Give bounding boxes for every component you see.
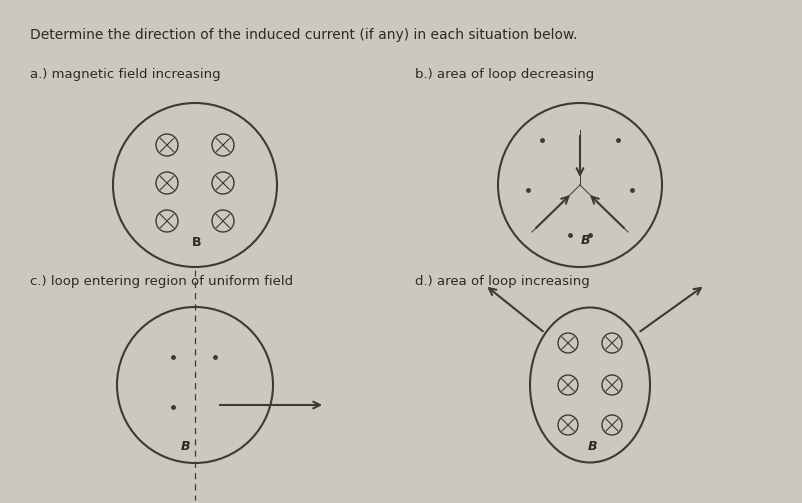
Text: a.) magnetic field increasing: a.) magnetic field increasing bbox=[30, 68, 221, 81]
Text: B: B bbox=[587, 441, 597, 454]
Text: b.) area of loop decreasing: b.) area of loop decreasing bbox=[415, 68, 594, 81]
Text: d.) area of loop increasing: d.) area of loop increasing bbox=[415, 275, 589, 288]
Text: B: B bbox=[180, 441, 190, 454]
Text: Determine the direction of the induced current (if any) in each situation below.: Determine the direction of the induced c… bbox=[30, 28, 577, 42]
Text: c.) loop entering region of uniform field: c.) loop entering region of uniform fiel… bbox=[30, 275, 293, 288]
Text: B: B bbox=[192, 236, 202, 249]
Text: B: B bbox=[581, 233, 589, 246]
